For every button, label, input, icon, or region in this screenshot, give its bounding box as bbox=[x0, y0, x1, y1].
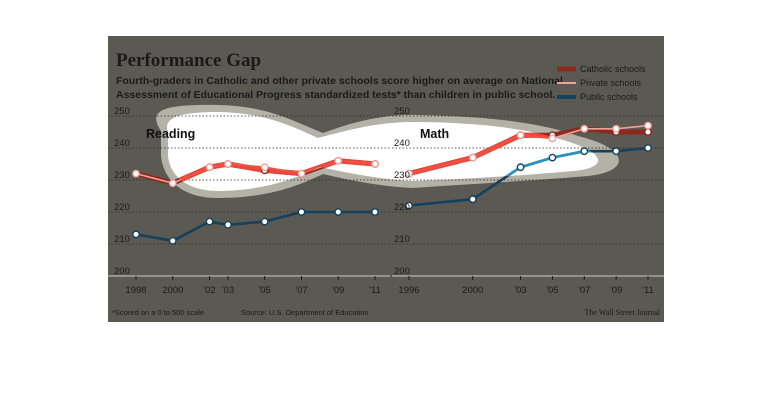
reading-public-line bbox=[134, 210, 377, 243]
reading-y-tick-label: 200 bbox=[114, 266, 130, 277]
chart-subtitle-line2: Assessment of Educational Progress stand… bbox=[116, 89, 555, 101]
chart-title: Performance Gap bbox=[116, 50, 261, 71]
reading-public-point bbox=[297, 208, 306, 216]
math-private-point bbox=[405, 169, 413, 178]
reading-y-tick-label: 210 bbox=[114, 234, 130, 245]
math-private-point bbox=[612, 124, 621, 133]
legend-label-catholic: Catholic schools bbox=[580, 64, 646, 74]
math-private-point bbox=[580, 124, 589, 133]
reading-y-tick-label: 230 bbox=[114, 170, 130, 181]
math-x-tick-label: '03 bbox=[514, 285, 526, 296]
legend: Catholic schools Private schools Public … bbox=[557, 64, 646, 102]
reading-y-tick-label: 250 bbox=[114, 106, 130, 117]
math-y-tick-label: 210 bbox=[394, 234, 410, 245]
math-public-point bbox=[644, 144, 652, 152]
math-panel: 200 210 220 230 240 250 1996 2000 '03 '05 '07 '09 '1… bbox=[392, 106, 664, 296]
reading-y-tick-label: 240 bbox=[114, 138, 130, 149]
reading-private-point bbox=[224, 160, 232, 168]
reading-private-point bbox=[132, 169, 140, 178]
reading-public-point bbox=[168, 236, 177, 245]
math-x-tick-label: '05 bbox=[546, 285, 558, 296]
reading-x-tick-label: '09 bbox=[332, 285, 344, 296]
reading-x-tick-label: 2000 bbox=[162, 285, 183, 296]
math-private-point bbox=[468, 153, 477, 162]
reading-x-tick-label: '05 bbox=[258, 285, 270, 296]
reading-panel: 200 210 220 230 240 250 1998 2000 '02 '03 '05 '07 '0… bbox=[108, 106, 390, 296]
reading-public-point bbox=[260, 217, 269, 226]
reading-public-point bbox=[224, 220, 232, 229]
math-public-point bbox=[612, 147, 621, 156]
reading-panel-label: Reading bbox=[146, 127, 195, 141]
math-y-tick-label: 240 bbox=[394, 138, 410, 149]
reading-private-point bbox=[334, 156, 343, 165]
credit: The Wall Street Journal bbox=[585, 308, 661, 317]
reading-public-point bbox=[371, 208, 379, 216]
math-private-point bbox=[548, 134, 557, 143]
math-private-point bbox=[516, 131, 525, 140]
footnote: *Scored on a 0 to 500 scale bbox=[112, 308, 204, 317]
math-public-point bbox=[516, 163, 525, 172]
source-note: Source: U.S. Department of Education bbox=[241, 308, 369, 317]
reading-private-point bbox=[260, 163, 269, 172]
reading-public-point bbox=[334, 208, 343, 216]
reading-x-tick-label: 1998 bbox=[125, 285, 146, 296]
reading-private-point bbox=[168, 179, 177, 188]
reading-private-point bbox=[371, 160, 379, 168]
reading-y-tick-label: 220 bbox=[114, 202, 130, 213]
math-x-tick-label: 1996 bbox=[398, 285, 419, 296]
math-public-point bbox=[548, 153, 557, 162]
math-x-tick-label: '07 bbox=[578, 285, 590, 296]
math-x-tick-label: '09 bbox=[610, 285, 622, 296]
reading-public-point bbox=[132, 230, 140, 239]
legend-label-public: Public schools bbox=[580, 92, 638, 102]
reading-x-tick-label: '02 bbox=[203, 285, 215, 296]
reading-x-tick-label: '11 bbox=[369, 285, 381, 296]
reading-private-point bbox=[297, 169, 306, 178]
math-panel-label: Math bbox=[420, 127, 449, 141]
math-y-tick-label: 250 bbox=[394, 106, 410, 117]
math-private-point bbox=[644, 121, 652, 130]
math-y-tick-label: 230 bbox=[394, 170, 410, 181]
reading-public-point bbox=[205, 217, 214, 226]
reading-x-tick-label: '07 bbox=[295, 285, 307, 296]
performance-gap-figure: Performance Gap Fourth-graders in Cathol… bbox=[108, 36, 664, 322]
math-public-point bbox=[580, 147, 589, 156]
math-x-tick-label: 2000 bbox=[462, 285, 483, 296]
math-catholic-point bbox=[644, 128, 652, 136]
reading-private-point bbox=[205, 163, 214, 172]
legend-label-private: Private schools bbox=[580, 78, 642, 88]
math-y-tick-label: 220 bbox=[394, 202, 410, 213]
reading-x-tick-label: '03 bbox=[222, 285, 234, 296]
math-public-point bbox=[468, 195, 477, 204]
math-y-tick-label: 200 bbox=[394, 266, 410, 277]
math-public-point bbox=[405, 201, 413, 210]
math-x-tick-label: '11 bbox=[642, 285, 654, 296]
chart-subtitle-line1: Fourth-graders in Catholic and other pri… bbox=[116, 75, 563, 87]
